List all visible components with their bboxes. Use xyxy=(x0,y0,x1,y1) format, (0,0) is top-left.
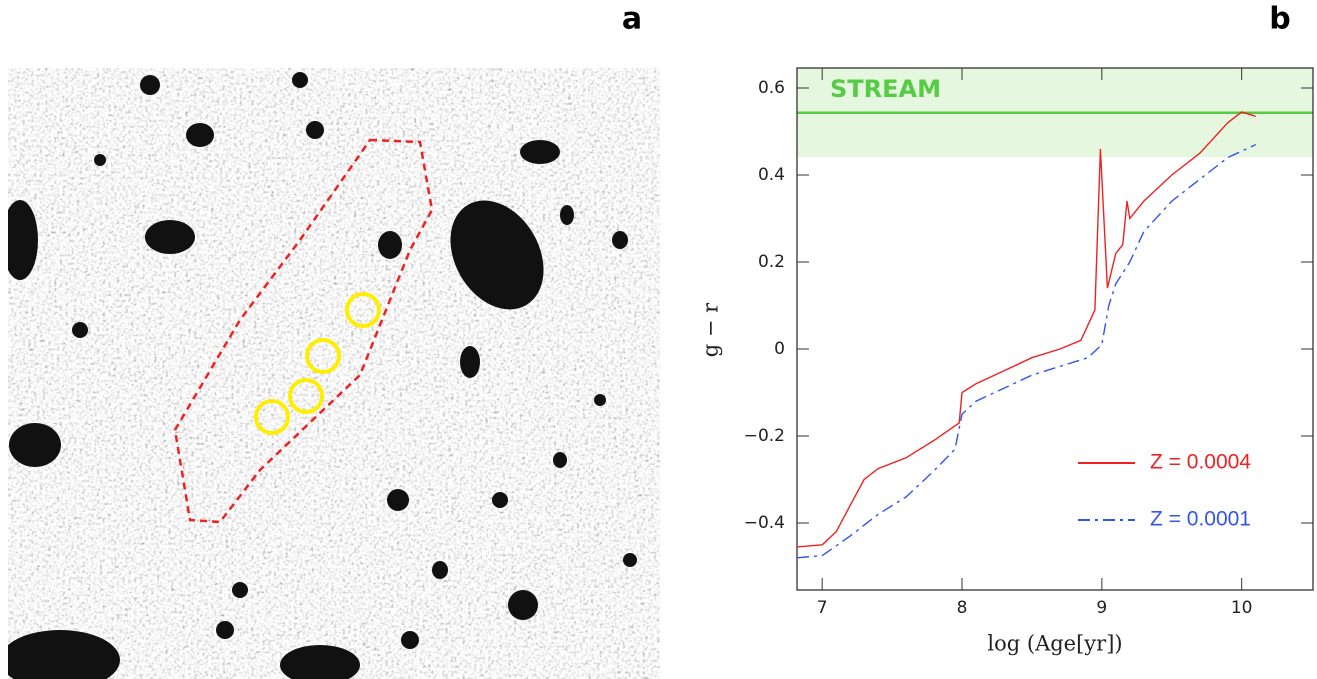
y-tick-label: 0.6 xyxy=(758,78,785,98)
sky-image xyxy=(8,68,660,679)
series-line xyxy=(796,143,1256,559)
series-line xyxy=(796,111,1256,548)
panel-label: b xyxy=(1269,2,1290,37)
plot-frame xyxy=(796,67,1314,591)
stream-label: STREAM xyxy=(830,75,941,103)
y-tick-label: −0.2 xyxy=(744,426,785,446)
legend-label: Z = 0.0001 xyxy=(1150,508,1251,531)
y-tick-label: 0.2 xyxy=(758,252,785,272)
x-tick-label: 8 xyxy=(957,598,968,618)
x-axis-label: log (Age[yr]) xyxy=(987,632,1122,656)
panel-label: a xyxy=(622,2,642,37)
legend-label: Z = 0.0004 xyxy=(1150,451,1251,474)
y-axis-label: g − r xyxy=(699,302,723,357)
y-tick-label: −0.4 xyxy=(744,513,785,533)
x-tick-label: 7 xyxy=(817,598,828,618)
x-tick-label: 10 xyxy=(1231,598,1253,618)
y-tick-label: 0 xyxy=(774,339,785,359)
y-tick-label: 0.4 xyxy=(758,165,785,185)
x-tick-label: 9 xyxy=(1096,598,1107,618)
